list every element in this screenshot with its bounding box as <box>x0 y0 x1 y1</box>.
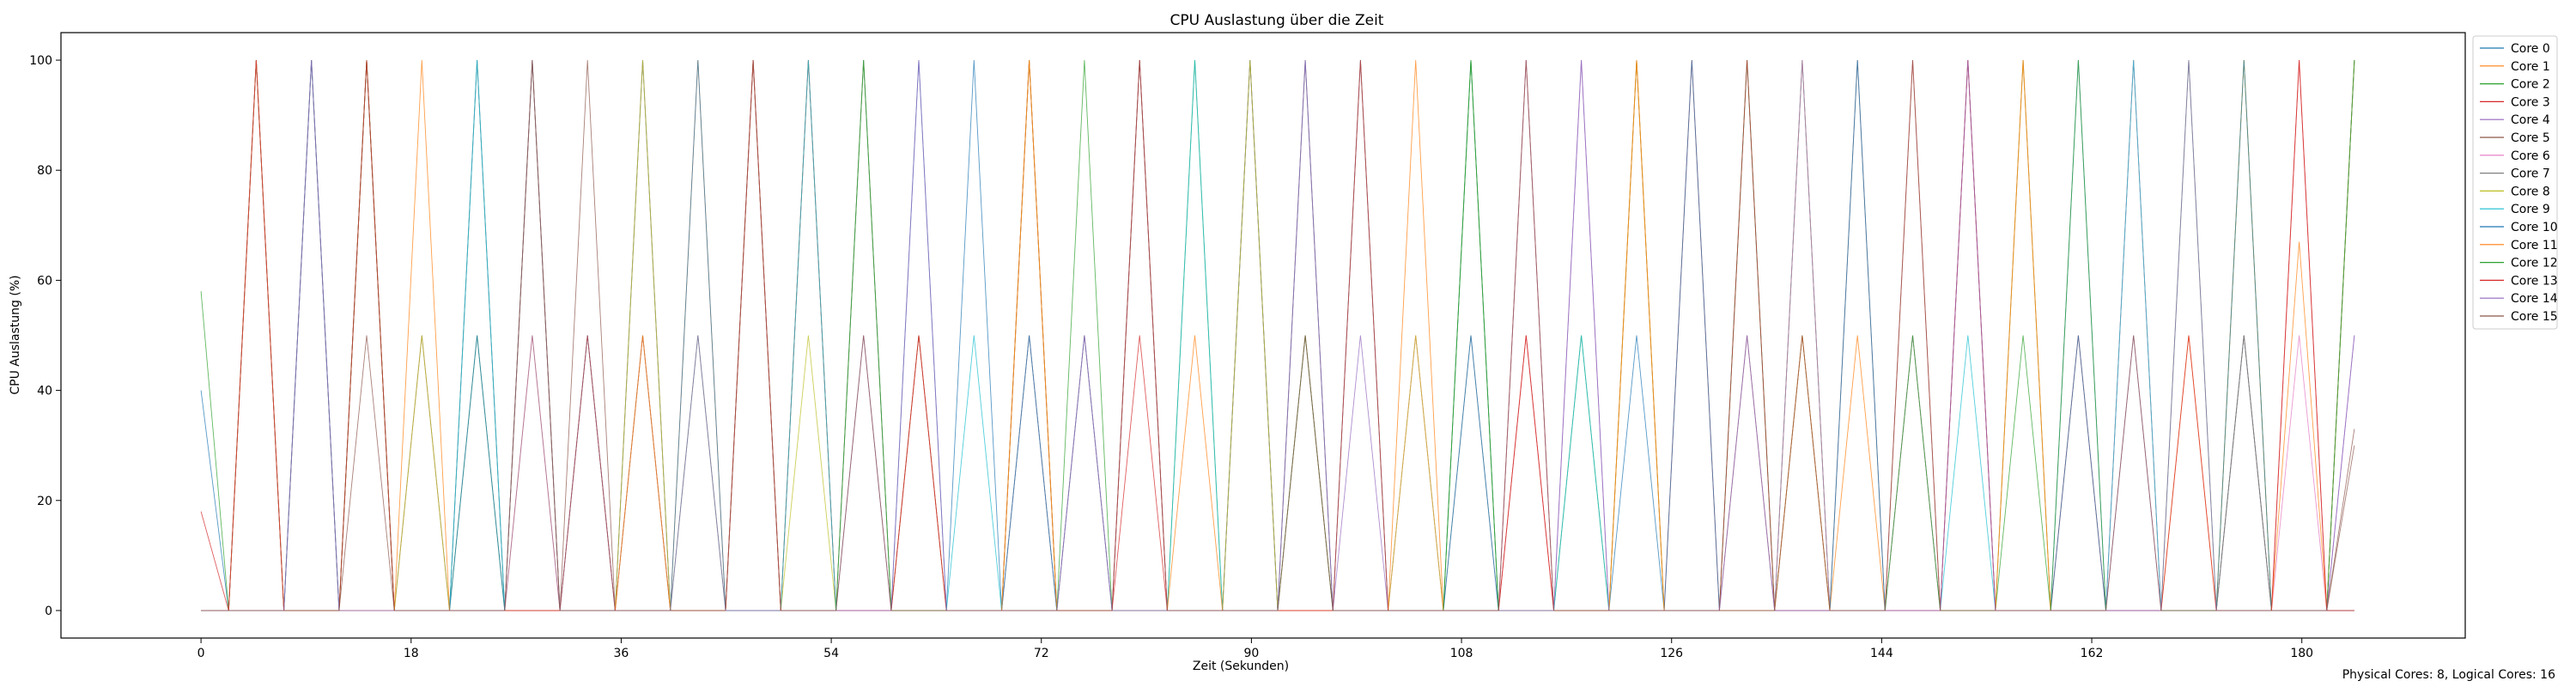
series-line-core-1 <box>201 59 2354 611</box>
series-line-core-4 <box>201 59 2355 611</box>
series-group <box>200 59 2355 611</box>
x-tick-label: 90 <box>1243 647 1259 660</box>
series-line-core-9 <box>201 59 2355 611</box>
series-line-core-13 <box>201 59 2354 611</box>
y-tick-label: 20 <box>37 495 52 508</box>
series-line-core-11 <box>201 59 2355 611</box>
legend-label-core-9: Core 9 <box>2511 203 2550 216</box>
legend-label-core-2: Core 2 <box>2511 78 2550 92</box>
legend-label-core-5: Core 5 <box>2511 131 2550 145</box>
legend-label-core-15: Core 15 <box>2511 310 2558 324</box>
x-tick-label: 0 <box>197 647 205 660</box>
series-line-core-15 <box>201 59 2355 611</box>
series-line-core-12 <box>201 59 2355 611</box>
series-line-core-14 <box>201 59 2355 611</box>
x-tick-label: 54 <box>823 647 839 660</box>
chart-title: CPU Auslastung über die Zeit <box>1170 12 1384 29</box>
legend-frame <box>2472 35 2558 330</box>
y-tick-label: 80 <box>37 164 52 178</box>
legend-label-core-13: Core 13 <box>2511 274 2558 288</box>
legend-label-core-11: Core 11 <box>2511 239 2558 252</box>
x-axis-ticks: 0 18 36 54 72 90 108 126 144 162 180 <box>197 638 2313 660</box>
legend-label-core-12: Core 12 <box>2511 257 2558 271</box>
x-tick-label: 18 <box>404 647 419 660</box>
series-line-core-7 <box>201 59 2354 611</box>
plot-frame <box>60 32 2466 639</box>
y-axis-ticks: 0 20 40 60 80 100 <box>29 54 61 618</box>
legend-label-core-6: Core 6 <box>2511 149 2550 163</box>
x-tick-label: 162 <box>2081 647 2104 660</box>
series-line-core-0 <box>200 59 2355 611</box>
x-tick-label: 180 <box>2290 647 2313 660</box>
series-line-core-3 <box>200 59 2354 611</box>
x-tick-label: 108 <box>1450 647 1473 660</box>
y-tick-label: 60 <box>37 274 52 288</box>
series-line-core-6 <box>201 59 2354 611</box>
cores-info: Physical Cores: 8, Logical Cores: 16 <box>2342 668 2555 682</box>
series-line-core-10 <box>201 59 2354 611</box>
x-tick-label: 144 <box>1870 647 1893 660</box>
x-axis-label: Zeit (Sekunden) <box>1193 660 1289 673</box>
legend-label-core-1: Core 1 <box>2511 60 2550 74</box>
legend-label-core-4: Core 4 <box>2511 113 2550 127</box>
legend-label-core-0: Core 0 <box>2511 42 2550 56</box>
legend-label-core-7: Core 7 <box>2511 167 2550 181</box>
legend-label-core-8: Core 8 <box>2511 185 2550 198</box>
legend-label-core-14: Core 14 <box>2511 292 2558 306</box>
y-tick-label: 0 <box>45 605 52 618</box>
legend-label-core-10: Core 10 <box>2511 221 2558 234</box>
legend-label-core-3: Core 3 <box>2511 95 2550 109</box>
x-tick-label: 72 <box>1034 647 1049 660</box>
y-axis-label: CPU Auslastung (%) <box>9 275 22 394</box>
y-tick-label: 100 <box>29 54 52 68</box>
x-tick-label: 36 <box>614 647 629 660</box>
x-tick-label: 126 <box>1660 647 1683 660</box>
series-line-core-2 <box>200 59 2355 611</box>
y-tick-label: 40 <box>37 385 52 398</box>
series-line-core-5 <box>201 59 2355 611</box>
plot-area: 0 18 36 54 72 90 108 126 144 162 180 0 20 40 60 80 100 <box>29 32 2466 660</box>
legend: Core 0 Core 1 Core 2 Core 3 Core 4 Core 5 Core… <box>2472 35 2558 330</box>
series-line-core-8 <box>201 59 2354 611</box>
